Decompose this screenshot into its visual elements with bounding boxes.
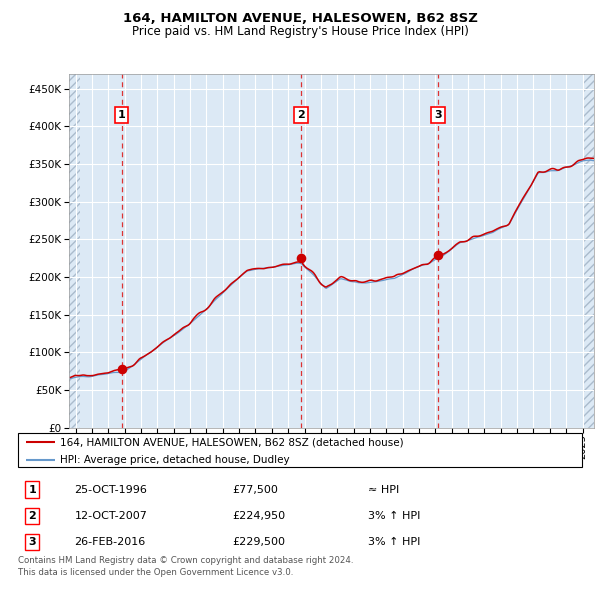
Text: 2: 2 (28, 511, 36, 521)
FancyBboxPatch shape (18, 433, 582, 467)
Text: 26-FEB-2016: 26-FEB-2016 (74, 537, 146, 547)
Text: 164, HAMILTON AVENUE, HALESOWEN, B62 8SZ: 164, HAMILTON AVENUE, HALESOWEN, B62 8SZ (122, 12, 478, 25)
Text: 3% ↑ HPI: 3% ↑ HPI (368, 537, 420, 547)
Text: 12-OCT-2007: 12-OCT-2007 (74, 511, 147, 521)
Point (116, 365, 127, 374)
Text: 164, HAMILTON AVENUE, HALESOWEN, B62 8SZ (detached house): 164, HAMILTON AVENUE, HALESOWEN, B62 8SZ… (60, 437, 404, 447)
Text: HPI: Average price, detached house, Dudley: HPI: Average price, detached house, Dudl… (60, 455, 290, 465)
Point (296, 254, 306, 263)
Text: This data is licensed under the Open Government Licence v3.0.: This data is licensed under the Open Gov… (18, 568, 293, 576)
Text: 25-OCT-1996: 25-OCT-1996 (74, 484, 147, 494)
Text: Price paid vs. HM Land Registry's House Price Index (HPI): Price paid vs. HM Land Registry's House … (131, 25, 469, 38)
Text: £77,500: £77,500 (232, 484, 278, 494)
Text: 3% ↑ HPI: 3% ↑ HPI (368, 511, 420, 521)
Point (433, 250, 443, 260)
Text: 3: 3 (28, 537, 36, 547)
Text: ≈ HPI: ≈ HPI (368, 484, 399, 494)
Text: £224,950: £224,950 (232, 511, 286, 521)
Text: 2: 2 (297, 110, 305, 120)
Text: 1: 1 (118, 110, 125, 120)
Text: £229,500: £229,500 (232, 537, 286, 547)
Text: 1: 1 (28, 484, 36, 494)
Text: Contains HM Land Registry data © Crown copyright and database right 2024.: Contains HM Land Registry data © Crown c… (18, 556, 353, 565)
Text: 3: 3 (434, 110, 442, 120)
